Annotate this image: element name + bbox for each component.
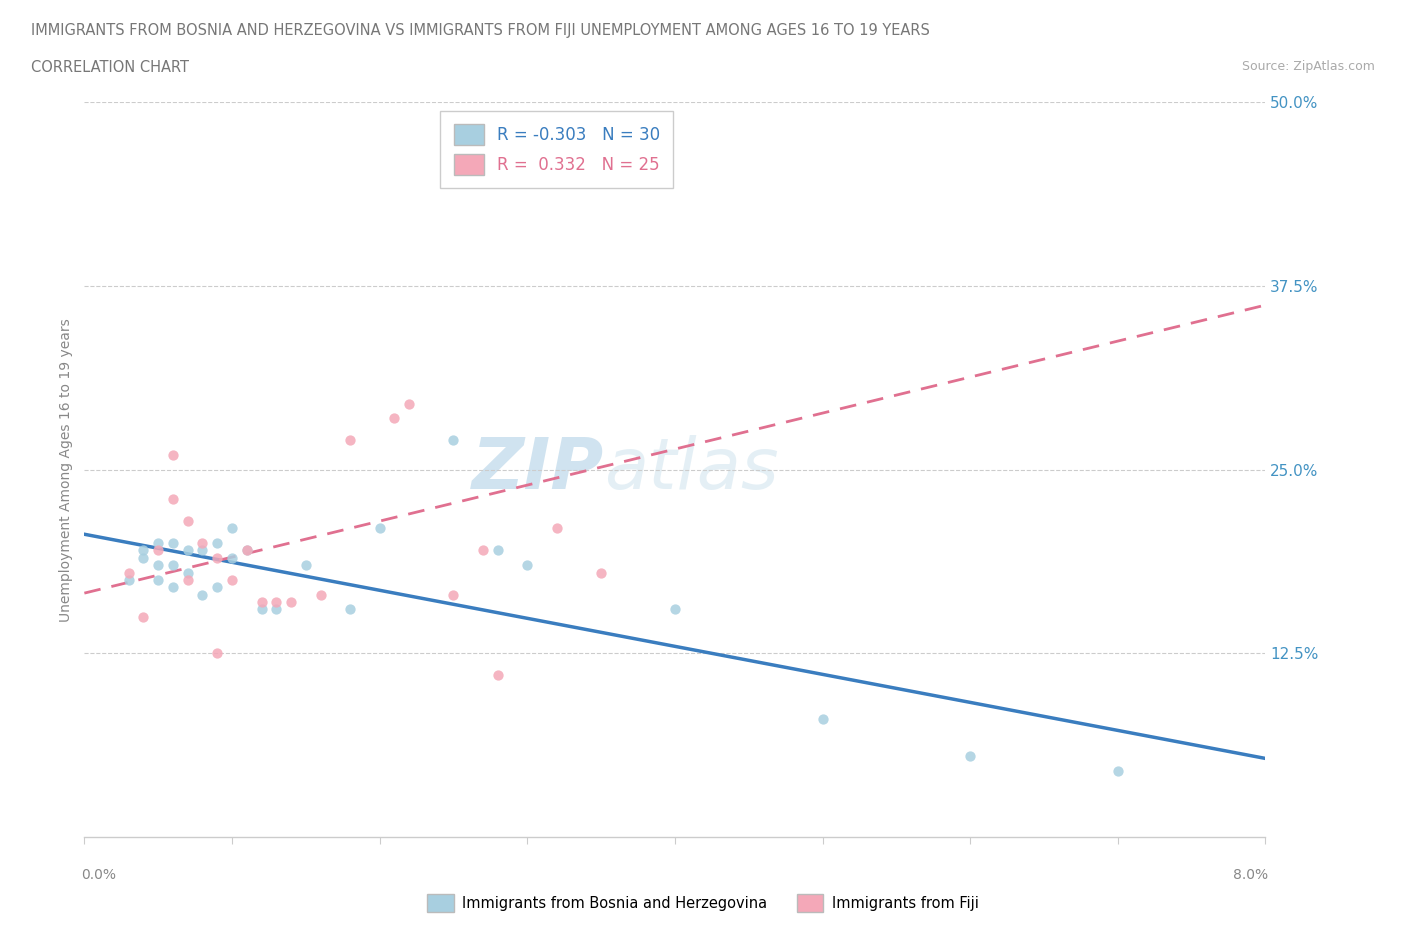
Point bbox=[309, 587, 332, 602]
Point bbox=[516, 558, 538, 573]
Point bbox=[382, 411, 406, 426]
Point bbox=[148, 573, 170, 588]
Point bbox=[221, 573, 243, 588]
Point bbox=[162, 558, 184, 573]
Point bbox=[634, 168, 657, 183]
Point bbox=[148, 558, 170, 573]
Point bbox=[132, 543, 155, 558]
Point bbox=[205, 579, 228, 594]
Text: 8.0%: 8.0% bbox=[1233, 868, 1268, 882]
Point bbox=[221, 521, 243, 536]
Point bbox=[591, 565, 613, 580]
Point bbox=[118, 565, 141, 580]
Point bbox=[339, 432, 361, 447]
Point bbox=[148, 543, 170, 558]
Point bbox=[177, 573, 200, 588]
Text: atlas: atlas bbox=[605, 435, 779, 504]
Point bbox=[205, 536, 228, 551]
Point bbox=[191, 543, 214, 558]
Point bbox=[235, 543, 259, 558]
Point bbox=[162, 536, 184, 551]
Text: CORRELATION CHART: CORRELATION CHART bbox=[31, 60, 188, 75]
Point bbox=[132, 551, 155, 565]
Legend: Immigrants from Bosnia and Herzegovina, Immigrants from Fiji: Immigrants from Bosnia and Herzegovina, … bbox=[422, 888, 984, 918]
Legend: R = -0.303   N = 30, R =  0.332   N = 25: R = -0.303 N = 30, R = 0.332 N = 25 bbox=[440, 111, 673, 189]
Point bbox=[264, 602, 288, 617]
Point bbox=[250, 602, 273, 617]
Point bbox=[205, 645, 228, 660]
Point bbox=[148, 536, 170, 551]
Point bbox=[162, 579, 184, 594]
Point bbox=[472, 543, 495, 558]
Point bbox=[443, 432, 465, 447]
Text: IMMIGRANTS FROM BOSNIA AND HERZEGOVINA VS IMMIGRANTS FROM FIJI UNEMPLOYMENT AMON: IMMIGRANTS FROM BOSNIA AND HERZEGOVINA V… bbox=[31, 23, 929, 38]
Text: Source: ZipAtlas.com: Source: ZipAtlas.com bbox=[1241, 60, 1375, 73]
Point bbox=[250, 594, 273, 609]
Point bbox=[221, 551, 243, 565]
Point bbox=[191, 536, 214, 551]
Point bbox=[235, 543, 259, 558]
Y-axis label: Unemployment Among Ages 16 to 19 years: Unemployment Among Ages 16 to 19 years bbox=[59, 318, 73, 621]
Point bbox=[959, 749, 981, 764]
Point bbox=[546, 521, 568, 536]
Point bbox=[177, 565, 200, 580]
Point bbox=[177, 513, 200, 528]
Text: 0.0%: 0.0% bbox=[82, 868, 117, 882]
Point bbox=[264, 594, 288, 609]
Point bbox=[664, 602, 686, 617]
Point bbox=[191, 587, 214, 602]
Point bbox=[205, 551, 228, 565]
Point bbox=[398, 396, 420, 411]
Point bbox=[811, 712, 834, 727]
Point bbox=[132, 609, 155, 624]
Point bbox=[486, 543, 509, 558]
Point bbox=[1107, 764, 1129, 778]
Point bbox=[339, 602, 361, 617]
Point bbox=[280, 594, 302, 609]
Point bbox=[486, 668, 509, 683]
Point bbox=[368, 521, 391, 536]
Point bbox=[295, 558, 318, 573]
Point bbox=[177, 543, 200, 558]
Point bbox=[118, 573, 141, 588]
Point bbox=[162, 492, 184, 507]
Point bbox=[443, 587, 465, 602]
Point bbox=[162, 447, 184, 462]
Text: ZIP: ZIP bbox=[472, 435, 605, 504]
